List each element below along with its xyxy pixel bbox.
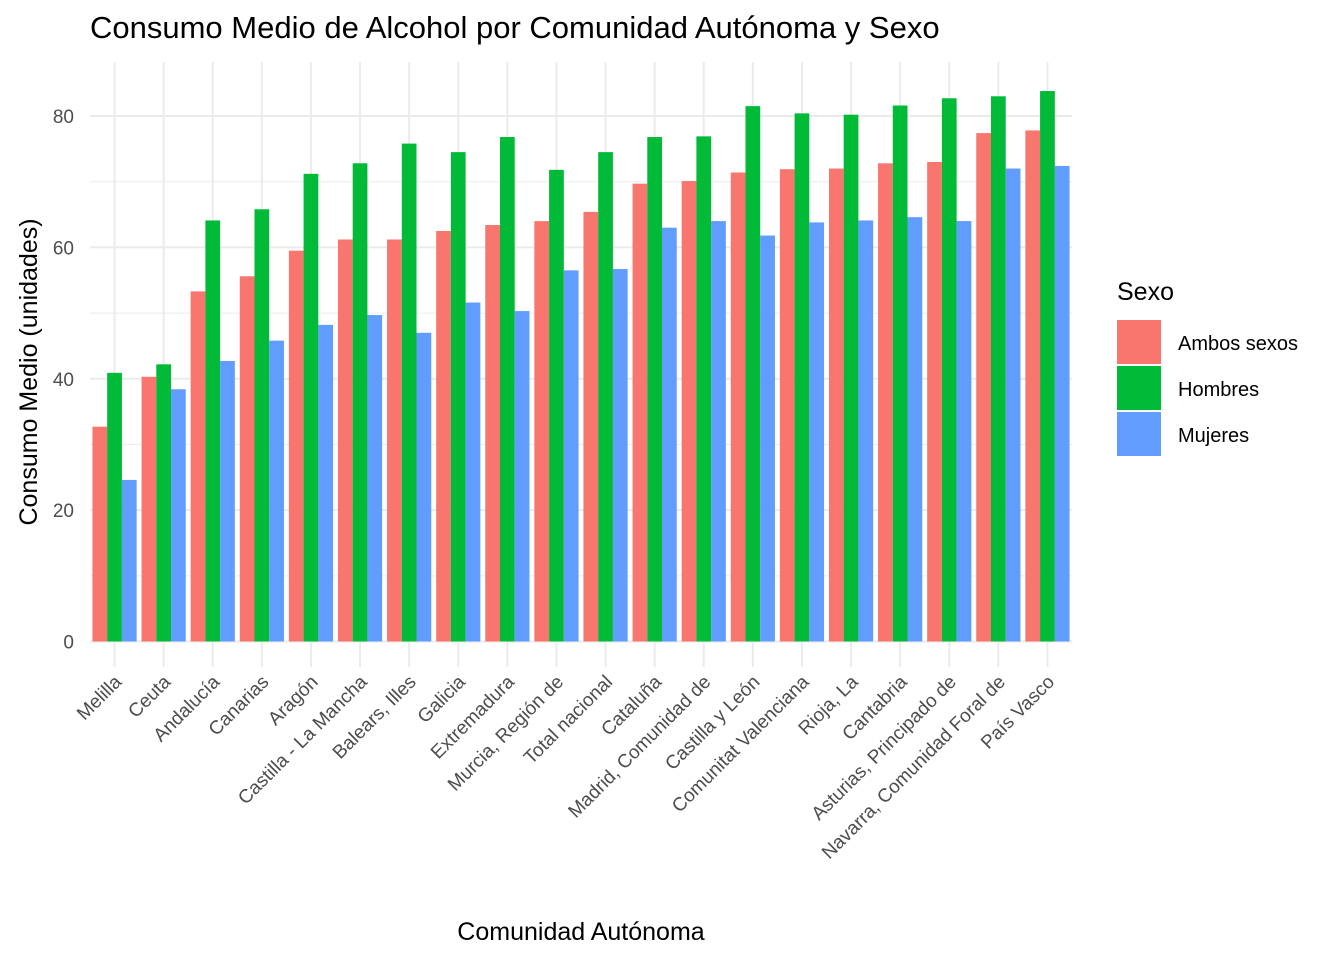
legend: Sexo Ambos sexos Hombres Mujeres [1117, 278, 1298, 456]
bar-mujeres [220, 361, 235, 642]
bar-ambos-sexos [828, 168, 844, 642]
legend-label: Ambos sexos [1178, 333, 1298, 355]
bar-hombres [745, 106, 761, 642]
bar-mujeres [269, 340, 284, 642]
bar-mujeres [612, 269, 628, 642]
bar-hombres [352, 163, 368, 642]
bar-hombres [598, 152, 613, 642]
legend-key-ambos-sexos [1117, 320, 1161, 364]
bars [92, 91, 1070, 642]
bar-hombres [254, 209, 270, 642]
bar-ambos-sexos [730, 172, 746, 642]
bar-ambos-sexos [1025, 130, 1041, 642]
bar-mujeres [416, 332, 432, 642]
bar-hombres [156, 364, 172, 642]
bar-ambos-sexos [436, 230, 451, 642]
bar-hombres [499, 137, 515, 642]
bar-mujeres [465, 302, 481, 642]
bar-mujeres [318, 324, 334, 642]
y-axis-ticks: 0 20 40 60 80 [53, 107, 74, 654]
bar-hombres [941, 98, 957, 642]
bar-hombres [647, 137, 663, 642]
bar-mujeres [760, 235, 775, 642]
legend-label: Mujeres [1178, 425, 1249, 447]
bar-hombres [107, 372, 122, 642]
bar-ambos-sexos [878, 163, 893, 642]
bar-mujeres [171, 389, 186, 642]
bar-ambos-sexos [927, 161, 942, 642]
y-tick-label: 20 [53, 501, 74, 522]
bar-ambos-sexos [190, 291, 206, 642]
bar-mujeres [367, 315, 383, 642]
bar-mujeres [809, 222, 825, 642]
bar-mujeres [121, 479, 137, 642]
y-axis-title: Consumo Medio (unidades) [15, 218, 43, 525]
bar-ambos-sexos [976, 133, 991, 642]
bar-hombres [549, 169, 564, 642]
bar-ambos-sexos [681, 181, 697, 642]
y-tick-label: 60 [53, 238, 74, 259]
bar-hombres [843, 114, 859, 642]
bar-mujeres [563, 270, 579, 642]
legend-key-mujeres [1117, 412, 1161, 456]
bar-mujeres [662, 227, 677, 642]
bar-mujeres [907, 217, 923, 642]
bar-mujeres [711, 221, 726, 642]
y-tick-label: 80 [53, 107, 74, 128]
bar-mujeres [858, 220, 874, 642]
bar-ambos-sexos [288, 250, 304, 642]
bar-hombres [303, 173, 319, 642]
bar-hombres [794, 113, 810, 642]
bar-mujeres [1005, 168, 1021, 642]
bar-mujeres [514, 311, 530, 642]
bar-ambos-sexos [779, 169, 795, 642]
bar-ambos-sexos [583, 211, 599, 642]
x-tick-label: Melilla [73, 671, 126, 724]
bar-hombres [401, 143, 417, 642]
chart-title: Consumo Medio de Alcohol por Comunidad A… [90, 10, 940, 45]
bar-hombres [205, 220, 221, 642]
bar-ambos-sexos [337, 239, 353, 642]
x-axis-ticks: MelillaCeutaAndalucíaCanariasAragónCasti… [73, 671, 1059, 863]
bar-ambos-sexos [92, 426, 108, 642]
legend-label: Hombres [1178, 379, 1259, 401]
legend-title: Sexo [1117, 278, 1174, 306]
legend-key-hombres [1117, 366, 1161, 410]
bar-hombres [892, 105, 908, 642]
bar-mujeres [1054, 165, 1070, 642]
bar-hombres [990, 96, 1006, 642]
y-tick-label: 0 [63, 633, 74, 654]
x-axis-title: Comunidad Autónoma [457, 918, 704, 946]
bar-hombres [1040, 91, 1055, 642]
bar-mujeres [956, 221, 972, 642]
bar-ambos-sexos [534, 221, 550, 642]
bar-ambos-sexos [239, 276, 255, 642]
bar-hombres [450, 152, 466, 642]
bar-ambos-sexos [632, 183, 648, 642]
bar-ambos-sexos [141, 376, 157, 642]
grid-lines [90, 62, 1072, 667]
bar-ambos-sexos [485, 225, 500, 642]
bar-ambos-sexos [387, 239, 402, 642]
bar-hombres [696, 136, 712, 642]
y-tick-label: 40 [53, 370, 74, 391]
